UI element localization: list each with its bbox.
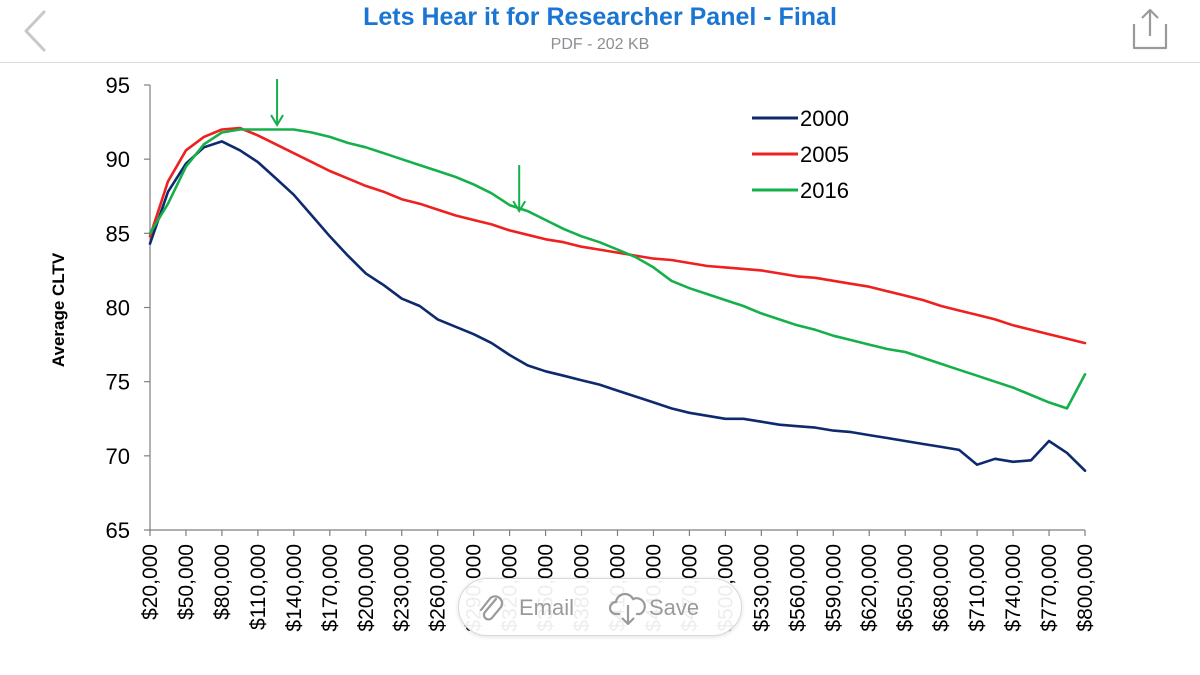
x-tick-label: $230,000	[391, 544, 414, 632]
legend-label-2005: 2005	[800, 142, 849, 167]
x-tick-label: $530,000	[750, 544, 773, 632]
x-tick-label: $20,000	[139, 544, 162, 620]
action-pill: Email Save	[458, 578, 742, 636]
x-tick-label: $590,000	[822, 544, 845, 632]
save-button[interactable]: Save	[607, 579, 731, 637]
y-tick-label: 80	[106, 296, 130, 321]
x-tick-label: $110,000	[247, 544, 270, 630]
series-line-2005	[148, 126, 1087, 345]
arrow-head	[512, 200, 527, 214]
annotation-arrow	[270, 79, 284, 127]
annotation-arrow	[512, 165, 527, 214]
series-line-2016	[148, 128, 1087, 410]
share-button[interactable]	[1120, 2, 1180, 56]
x-tick-label: $620,000	[858, 544, 881, 632]
x-tick-label: $560,000	[786, 544, 809, 632]
paperclip-icon	[479, 595, 504, 621]
x-tick-label: $170,000	[319, 544, 342, 632]
y-tick-label: 75	[106, 370, 130, 395]
x-tick-label: $740,000	[1002, 544, 1025, 632]
y-tick-label: 85	[106, 221, 130, 246]
x-tick-label: $260,000	[427, 544, 450, 632]
x-tick-label: $200,000	[355, 544, 378, 632]
document-title: Lets Hear it for Researcher Panel - Fina…	[363, 3, 837, 31]
email-button[interactable]: Email	[473, 579, 607, 637]
save-label: Save	[649, 595, 700, 620]
x-tick-label: $770,000	[1038, 544, 1061, 632]
x-tick-label: $50,000	[175, 544, 198, 620]
email-label: Email	[519, 595, 575, 620]
x-tick-label: $680,000	[930, 544, 953, 632]
x-tick-label: $80,000	[211, 544, 234, 620]
x-tick-label: $710,000	[966, 544, 989, 632]
y-tick-label: 70	[106, 444, 130, 469]
y-tick-label: 65	[106, 518, 130, 543]
document-subtitle: PDF - 202 KB	[550, 36, 650, 53]
x-tick-label: $650,000	[894, 544, 917, 632]
legend-label-2000: 2000	[800, 106, 849, 131]
arrow-head	[270, 114, 284, 127]
cloud-download-icon	[609, 592, 646, 626]
y-tick-label: 95	[106, 73, 130, 98]
back-button[interactable]	[18, 8, 58, 54]
x-tick-label: $140,000	[283, 544, 306, 632]
y-tick-label: 90	[106, 147, 130, 172]
viewer-header: Lets Hear it for Researcher Panel - Fina…	[0, 0, 1200, 63]
series-line-2000	[148, 140, 1087, 473]
chevron-left-icon	[24, 10, 46, 52]
share-icon	[1132, 8, 1168, 50]
legend-label-2016: 2016	[800, 178, 849, 203]
y-axis-label: Average CLTV	[49, 252, 68, 367]
x-tick-label: $800,000	[1074, 544, 1097, 632]
